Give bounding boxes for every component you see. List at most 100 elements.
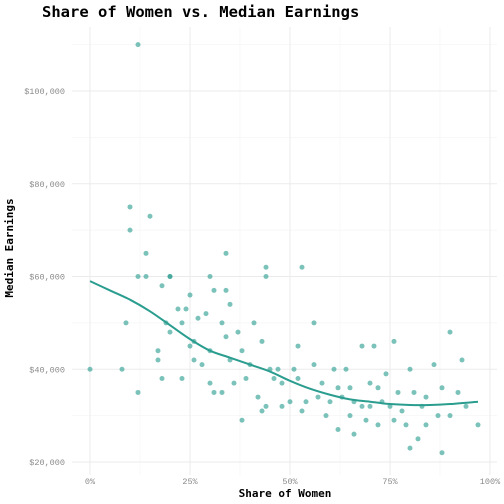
data-point: [359, 403, 365, 409]
data-point: [423, 394, 429, 400]
data-point: [259, 408, 265, 414]
data-point: [231, 380, 237, 386]
data-point: [179, 376, 185, 382]
data-point: [439, 385, 445, 391]
data-point: [287, 399, 293, 405]
data-point: [167, 274, 173, 279]
data-point: [371, 343, 377, 349]
data-point: [323, 413, 329, 419]
data-point: [303, 399, 309, 405]
data-point: [299, 264, 305, 270]
data-point: [243, 376, 249, 382]
data-point: [411, 389, 417, 395]
data-point: [335, 385, 341, 391]
data-point: [331, 366, 337, 372]
minor-gridlines: [72, 27, 497, 475]
data-point: [431, 362, 437, 368]
data-point: [199, 362, 205, 368]
data-point: [143, 250, 149, 256]
data-point: [359, 343, 365, 349]
data-point: [223, 334, 229, 340]
data-point: [351, 431, 357, 437]
data-point: [207, 380, 213, 386]
data-point: [159, 283, 165, 289]
data-point: [211, 389, 217, 395]
data-point: [435, 413, 441, 419]
data-point: [135, 274, 141, 279]
data-point: [179, 320, 185, 326]
x-tick-label: 75%: [382, 477, 398, 487]
data-point: [447, 413, 453, 419]
y-axis-ticks: $20,000 $40,000 $60,000 $80,000 $100,000: [24, 87, 65, 468]
data-point: [271, 376, 277, 382]
data-points: [87, 42, 481, 456]
data-point: [259, 338, 265, 344]
x-axis-ticks: 0% 25% 50% 75% 100%: [85, 477, 501, 487]
data-point: [439, 450, 445, 456]
data-point: [423, 422, 429, 428]
data-point: [211, 287, 217, 293]
data-point: [127, 204, 133, 210]
data-point: [119, 366, 125, 372]
x-tick-label: 50%: [282, 477, 298, 487]
data-point: [319, 380, 325, 386]
data-point: [415, 436, 421, 442]
data-point: [455, 389, 461, 395]
data-point: [183, 306, 189, 312]
data-point: [291, 366, 297, 372]
data-point: [295, 376, 301, 382]
data-point: [343, 366, 349, 372]
data-point: [147, 213, 153, 219]
data-point: [407, 366, 413, 372]
data-point: [223, 250, 229, 256]
data-point: [367, 403, 373, 409]
data-point: [347, 385, 353, 391]
data-point: [219, 389, 225, 395]
y-tick-label: $40,000: [29, 365, 65, 375]
data-point: [403, 422, 409, 428]
data-point: [159, 376, 165, 382]
data-point: [399, 408, 405, 414]
data-point: [475, 422, 481, 428]
data-point: [391, 338, 397, 344]
data-point: [239, 417, 245, 423]
data-point: [127, 227, 133, 233]
x-axis-title: Share of Women: [239, 487, 332, 500]
data-point: [315, 394, 321, 400]
data-point: [135, 389, 141, 395]
data-point: [463, 403, 469, 409]
y-axis-title: Median Earnings: [3, 198, 16, 297]
data-point: [375, 385, 381, 391]
data-point: [279, 380, 285, 386]
data-point: [255, 394, 261, 400]
data-point: [459, 357, 465, 363]
data-point: [123, 320, 129, 326]
data-point: [395, 389, 401, 395]
data-point: [219, 320, 225, 326]
data-point: [279, 403, 285, 409]
x-tick-label: 100%: [480, 477, 501, 487]
data-point: [251, 320, 257, 326]
data-point: [311, 320, 317, 326]
data-point: [187, 292, 193, 298]
data-point: [135, 42, 141, 48]
data-point: [327, 399, 333, 405]
data-point: [367, 380, 373, 386]
data-point: [263, 264, 269, 270]
data-point: [447, 329, 453, 335]
data-point: [311, 362, 317, 368]
major-gridlines: [72, 27, 497, 475]
data-point: [87, 366, 93, 372]
y-tick-label: $80,000: [29, 180, 65, 190]
x-tick-label: 25%: [182, 477, 198, 487]
data-point: [155, 348, 161, 354]
data-point: [335, 427, 341, 433]
data-point: [263, 403, 269, 409]
data-point: [191, 357, 197, 363]
data-point: [275, 366, 281, 372]
data-point: [143, 274, 149, 279]
data-point: [223, 287, 229, 293]
data-point: [407, 445, 413, 451]
y-tick-label: $60,000: [29, 273, 65, 283]
x-tick-label: 0%: [85, 477, 96, 487]
